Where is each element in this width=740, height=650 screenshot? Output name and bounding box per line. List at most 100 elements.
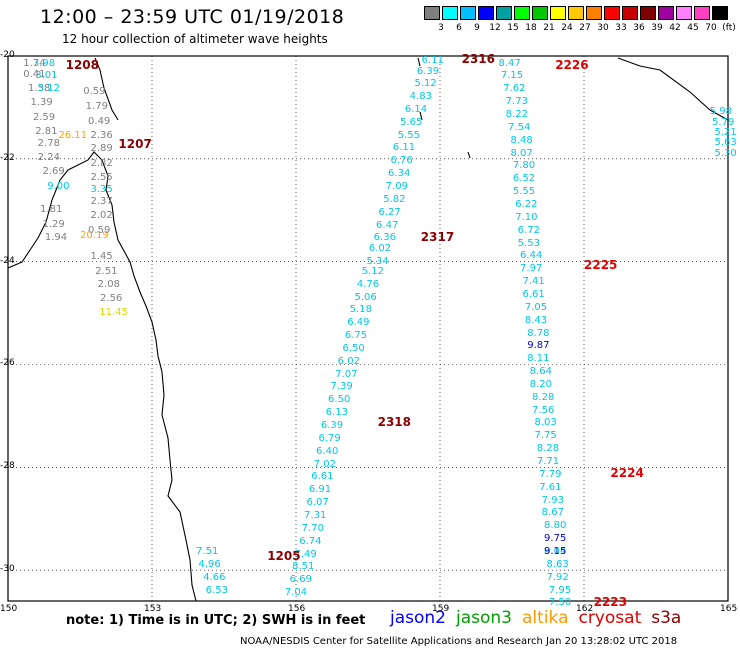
wave-height-value: 26.11 [58,129,88,141]
graticule [8,56,728,601]
wave-height-value: 4.83 [409,90,432,102]
wave-height-value: 0.49 [88,115,111,127]
legend-swatch [586,6,602,20]
legend-tick-label: 33 [615,23,627,33]
wave-height-value: 3.12 [37,83,60,95]
wave-height-value: 7.10 [515,211,538,223]
island-2 [467,151,471,159]
wave-height-value: 7.93 [541,494,564,506]
wave-height-value: 5.63 [714,137,737,149]
wave-height-value: 7.04 [284,587,308,599]
wave-height-value: 7.80 [512,160,536,172]
legend-tick-label: 45 [687,23,699,33]
pass-time-label: 2318 [377,414,411,429]
legend-swatch [532,6,548,20]
wave-height-value: 2.02 [90,210,113,222]
latitude-tick-label: -28 [0,461,15,472]
wave-height-value: 6.13 [325,407,348,419]
wave-height-value: 4.96 [198,558,221,570]
wave-height-value: 8.43 [524,314,548,326]
wave-height-value: 0.59 [88,224,111,236]
wave-height-value: 8.63 [546,558,569,570]
wave-height-value: 5.12 [414,78,437,90]
legend-tick-label: 9 [474,23,480,33]
legend-tick-label: 42 [669,23,681,33]
wave-height-value: 7.31 [304,510,327,522]
wave-height-value: 0.41 [23,68,46,80]
wave-height-value: 3.01 [35,70,58,82]
wave-height-value: 6.72 [517,224,540,236]
wave-height-value: 8.78 [527,327,550,339]
wave-height-value: 6.07 [306,497,329,509]
wave-height-value: 8.07 [510,147,533,159]
wave-height-value: 2.56 [100,292,123,304]
wave-height-value: 7.50 [548,597,572,609]
wave-height-value: 8.48 [510,134,533,146]
coastline [7,57,729,602]
wave-height-value: 4.76 [356,278,380,290]
wave-height-value: 5.98 [709,106,732,118]
wave-height-value: 6.61 [522,288,545,300]
wave-height-value: 2.81 [35,125,58,137]
wave-height-value: 2.69 [42,165,65,177]
longitude-tick-label: 165 [720,604,738,614]
wave-height-value: 6.74 [299,535,322,547]
wave-height-value: 5.34 [366,255,389,267]
pass-time-label: 2224 [610,466,644,481]
wave-height-value: 6.91 [308,484,332,496]
wave-height-value: 7.70 [301,522,324,534]
wave-height-value: 5.65 [400,116,423,128]
longitude-tick-label: 162 [576,604,594,614]
wave-height-value: 7.39 [330,381,353,393]
pass-time-label: 1208 [65,57,99,72]
wave-height-value: 11.45 [99,306,128,318]
legend-tick-label: 70 [705,23,717,33]
legend-tick-label: 30 [597,23,609,33]
wave-height-value: 9.15 [544,546,567,557]
wave-height-value: 8.28 [536,443,560,455]
island-3 [417,57,421,67]
wave-height-value: 7.71 [536,456,560,468]
pass-time-label: 2226 [555,57,589,72]
wave-height-value: 7.62 [503,83,526,95]
wave-height-value: 3.98 [32,57,56,69]
satellite-legend-entry: jason3 [456,608,512,628]
pass-time-label: 2316 [461,52,495,67]
wave-height-value: 6.36 [373,232,396,244]
wave-height-value: 7.09 [385,180,408,192]
wave-height-value: 6.49 [347,317,370,329]
wave-height-value: 2.51 [95,265,118,277]
longitude-tick-label: 156 [288,604,306,614]
wave-height-value: 6.50 [342,342,365,354]
wave-height-value: 7.41 [522,276,545,288]
wave-height-value: 6.52 [512,173,536,185]
wave-height-value: 5.55 [397,129,420,141]
legend-swatch [694,6,710,20]
latitude-tick-label: -30 [0,564,15,575]
legend-swatch [514,6,530,20]
wave-height-value: 9.00 [47,180,70,192]
footnote: note: 1) Time is in UTC; 2) SWH is in fe… [66,613,366,628]
latitude-tick-label: -26 [0,358,15,369]
map-frame [7,55,729,602]
wave-height-value: 7.73 [505,96,528,108]
wave-height-value: 6.47 [376,219,399,231]
wave-height-value: 6.02 [337,355,360,367]
legend-swatch [496,6,512,20]
legend-tick-label: 18 [525,23,537,33]
map-subtitle: 12 hour collection of altimeter wave hei… [62,32,328,46]
legend-tick-label: (ft) [722,23,736,33]
wave-height-value: 6.39 [320,420,344,432]
wave-height-value: 9.75 [544,533,567,545]
wave-height-value: 2.55 [90,172,113,184]
wave-height-value: 1.81 [40,204,63,216]
credit-line: NOAA/NESDIS Center for Satellite Applica… [240,636,678,647]
wave-height-value: 8.11 [527,353,550,365]
wave-height-value: 7.54 [508,121,531,133]
wave-height-value: 6.22 [515,198,538,210]
wave-height-value: 5.79 [712,116,735,128]
legend-swatch [676,6,692,20]
wave-height-value: 6.11 [392,142,416,154]
wave-height-value: 5.53 [517,237,540,249]
